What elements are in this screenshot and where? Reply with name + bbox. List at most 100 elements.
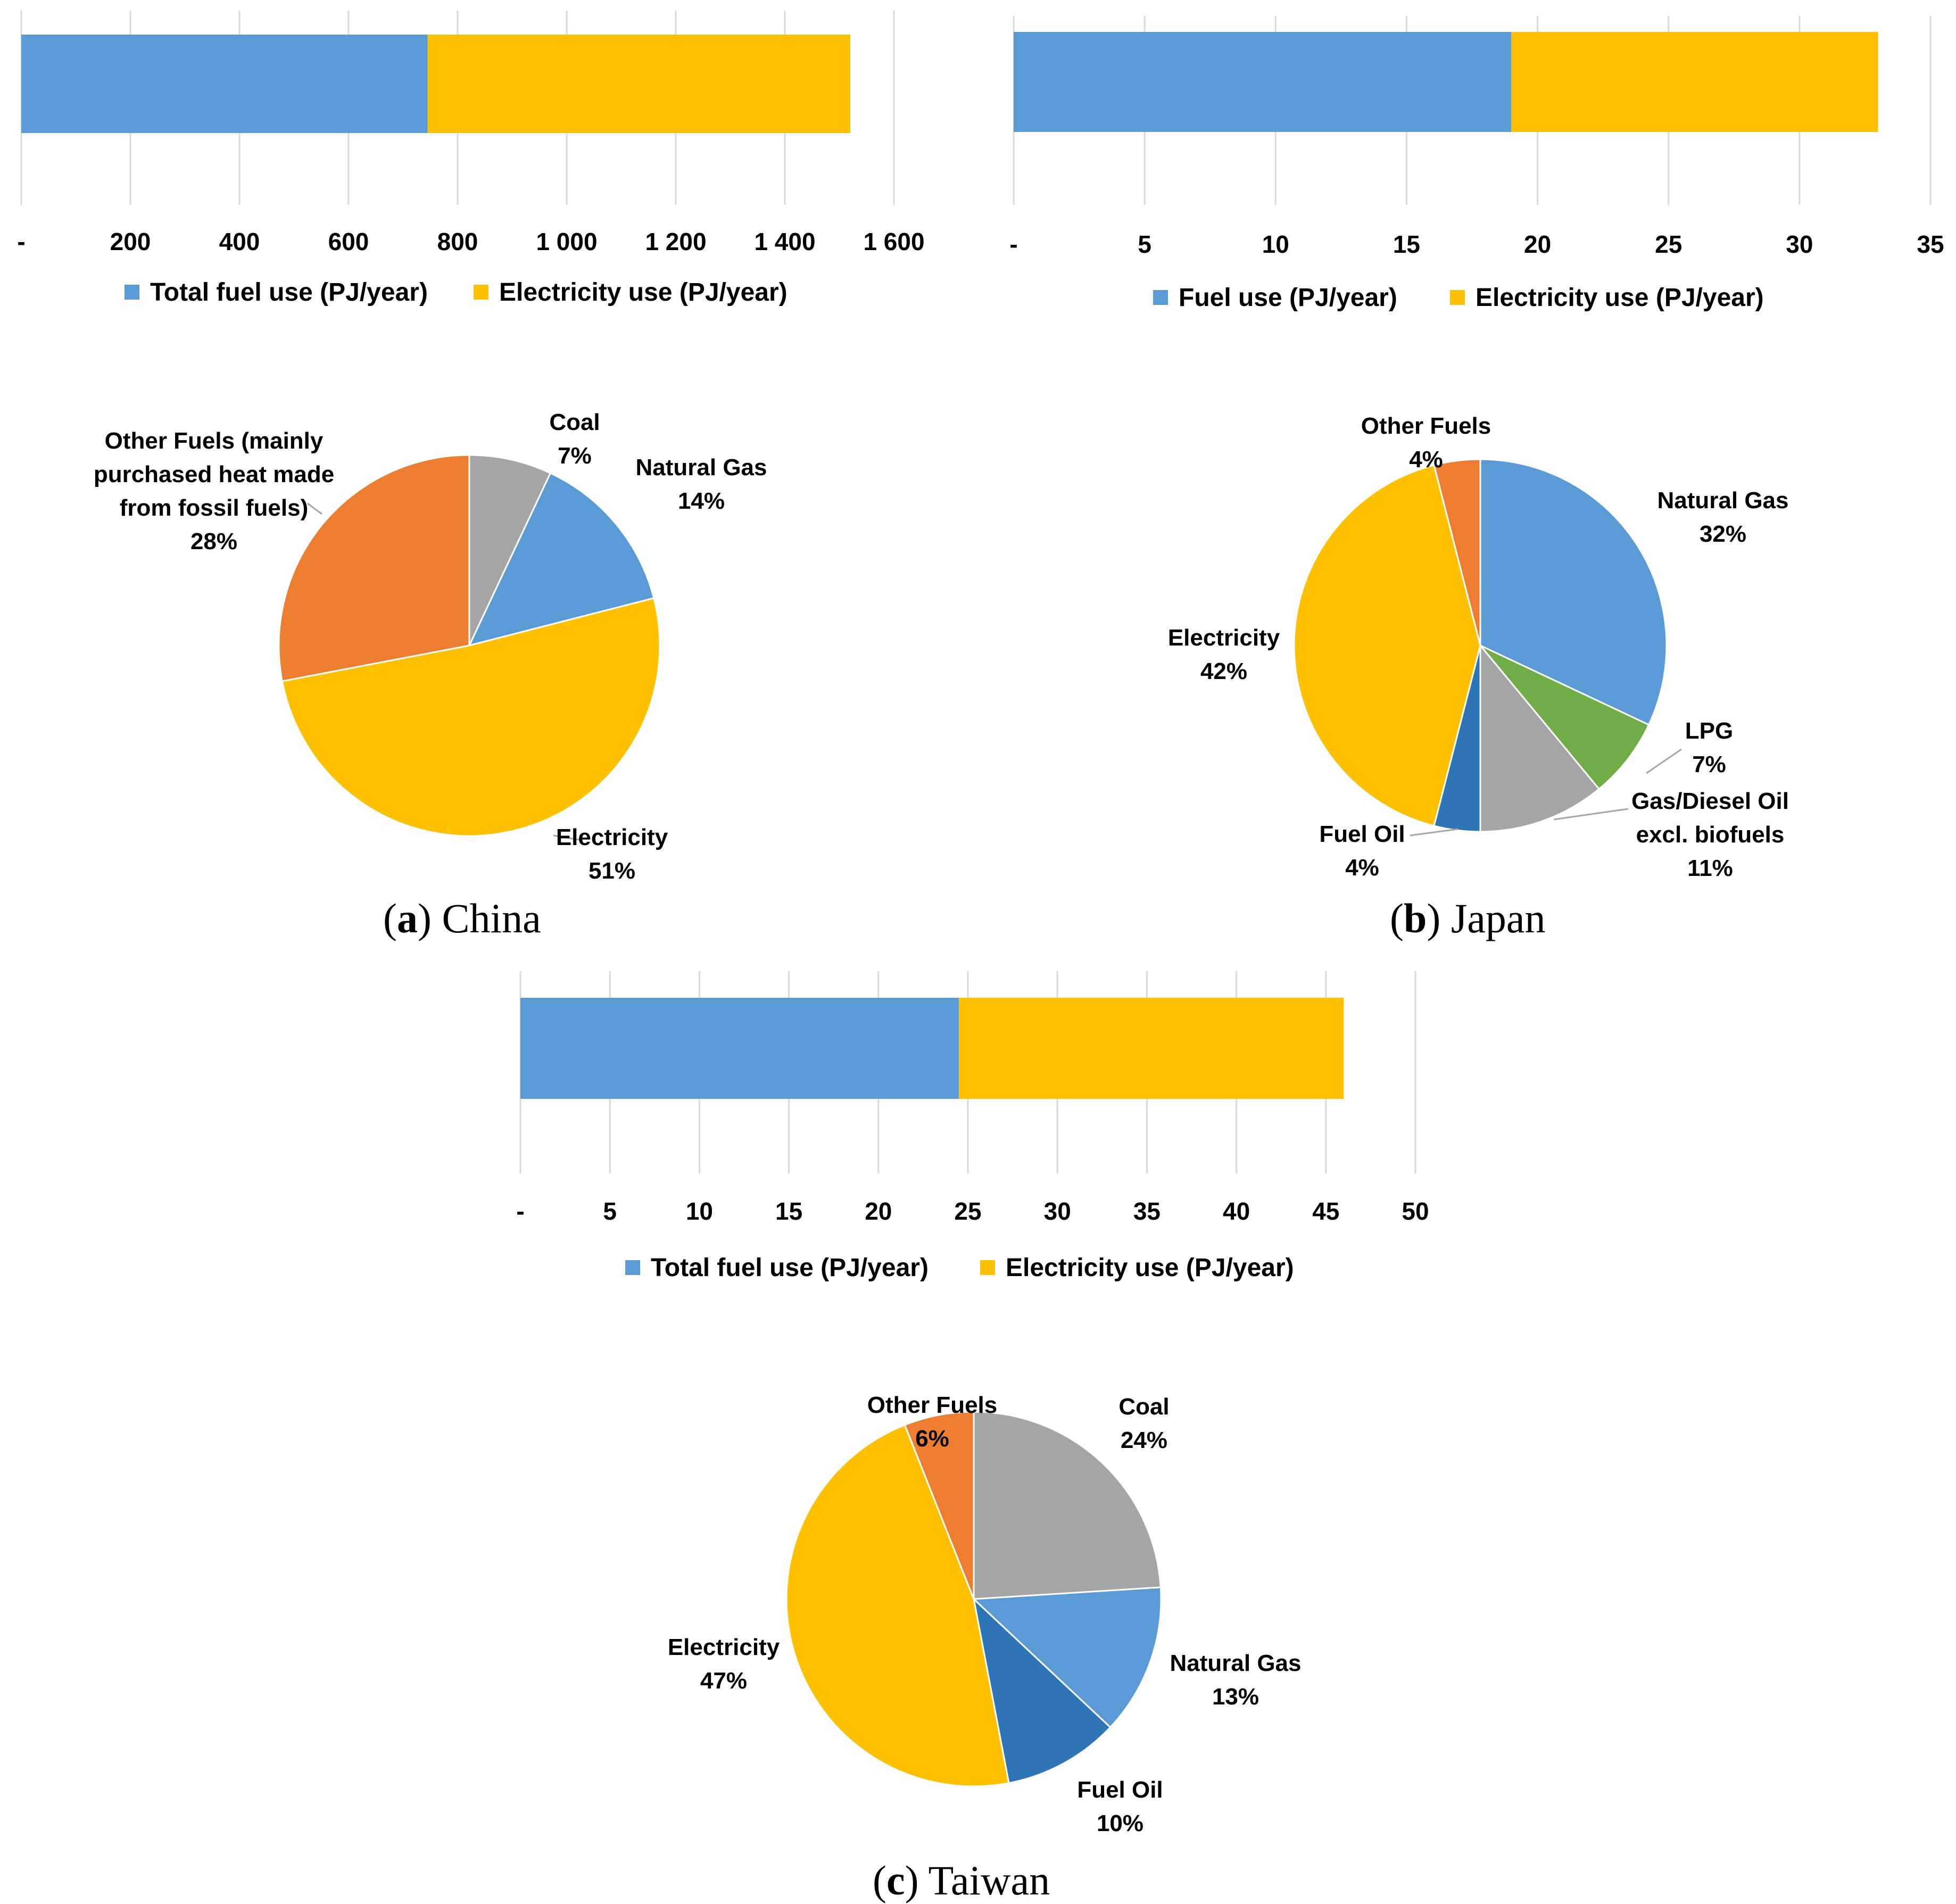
pie-label-line: Other Fuels (867, 1392, 998, 1418)
caption-taiwan-text: Taiwan (919, 1857, 1050, 1903)
pie-label-line: 42% (1200, 658, 1247, 684)
bar-segment-electricity (427, 35, 850, 133)
legend-swatch (1153, 290, 1168, 305)
pie-slice (972, 1586, 1162, 1729)
pie-label-line: LPG (1685, 718, 1733, 744)
bar-chart-taiwan: - 5 10 15 20 25 30 35 40 45 50 Total fuel use (PJ/y… (516, 971, 1429, 1282)
bar-chart-japan: - 5 10 15 20 25 30 35 Fuel use (PJ/year) Electric… (1009, 16, 1944, 312)
pie-label-line: 32% (1700, 521, 1746, 547)
x-tick-label: 10 (686, 1197, 713, 1225)
pie-label-line: 47% (700, 1668, 747, 1694)
pie-label-line: purchased heat made (94, 461, 334, 487)
x-tick-label: 35 (1917, 230, 1944, 258)
x-tick-label: 800 (437, 228, 478, 255)
pie-slice-label: Coal 7% (549, 409, 600, 469)
pie-label-line: from fossil fuels) (120, 495, 309, 521)
leader-line (553, 834, 579, 841)
pie-slice-label: Natural Gas 32% (1657, 487, 1789, 547)
x-tick-label: 50 (1402, 1197, 1429, 1225)
x-tick-label: 1 200 (645, 228, 706, 255)
pie-slice-label: Natural Gas 14% (636, 454, 767, 514)
x-tick-label: - (17, 228, 25, 255)
caption-taiwan: (c) Taiwan (873, 1857, 1050, 1903)
pie-label-line: Natural Gas (1657, 487, 1789, 514)
leader-line (1646, 748, 1682, 774)
pie-label-line: Coal (1118, 1394, 1169, 1420)
bar-segment-fuel (21, 35, 428, 133)
bar-segment-electricity (959, 998, 1344, 1099)
legend-label: Total fuel use (PJ/year) (150, 278, 428, 307)
pie-slice-label: Gas/Diesel Oil excl. biofuels 11% (1631, 788, 1789, 881)
x-tick-label: - (516, 1197, 524, 1225)
pie-label-line: 24% (1121, 1427, 1167, 1453)
caption-japan: (b) Japan (1390, 895, 1545, 941)
pie-label-line: 7% (1692, 751, 1726, 777)
pie-slice (1479, 643, 1601, 833)
pie-slice (972, 1596, 1112, 1784)
pie-label-line: Other Fuels (mainly (105, 428, 324, 454)
pie-label-line: Natural Gas (636, 454, 767, 481)
x-tick-label: 20 (865, 1197, 892, 1225)
bar-segment-fuel (520, 998, 959, 1099)
x-tick-label: 600 (328, 228, 369, 255)
pie-slice-label: LPG 7% (1685, 718, 1733, 777)
pie-slice-label: Fuel Oil 10% (1077, 1777, 1163, 1836)
caption-japan-text: Japan (1440, 895, 1545, 941)
legend-swatch (625, 1260, 640, 1275)
pie-label-line: Other Fuels (1361, 413, 1491, 439)
legend-swatch (125, 285, 139, 300)
pie-label-line: 4% (1409, 446, 1443, 473)
pie-slice (785, 1423, 1010, 1787)
pie-slice-label: Electricity 47% (668, 1634, 780, 1694)
x-tick-label: 1 000 (536, 228, 597, 255)
pie-label-line: Fuel Oil (1077, 1777, 1163, 1803)
legend-swatch (980, 1260, 995, 1275)
legend-label: Electricity use (PJ/year) (1006, 1254, 1294, 1282)
x-tick-label: 1 400 (754, 228, 815, 255)
bar-chart-china: - 200 400 600 800 1 000 1 200 1 400 1 600 Total f… (17, 11, 925, 307)
bar-segment-fuel (1014, 32, 1512, 132)
pie-chart-taiwan: Coal 24% Natural Gas 13% Fuel Oil 10% Electric… (668, 1392, 1302, 1836)
pie-label-line: Electricity (668, 1634, 780, 1660)
pie-chart-japan: Natural Gas 32% LPG 7% Gas/Diesel Oil excl. b… (1168, 413, 1789, 881)
legend-label: Fuel use (PJ/year) (1179, 284, 1397, 312)
pie-slice-label: Coal 24% (1118, 1394, 1169, 1453)
x-tick-label: 15 (775, 1197, 802, 1225)
pie-label-line: 28% (190, 528, 237, 554)
caption-taiwan-letter: c (886, 1857, 905, 1903)
x-tick-label: 40 (1223, 1197, 1250, 1225)
pie-label-line: Gas/Diesel Oil (1631, 788, 1789, 814)
pie-label-line: Coal (549, 409, 600, 435)
pie-slice (904, 1411, 975, 1600)
x-tick-label: 15 (1393, 230, 1420, 258)
pie-label-line: Electricity (1168, 625, 1280, 651)
pie-label-line: Fuel Oil (1319, 821, 1405, 847)
pie-slice (1479, 458, 1668, 726)
x-tick-label: 20 (1524, 230, 1551, 258)
x-tick-label: 200 (110, 228, 151, 255)
pie-slice (278, 454, 470, 682)
pie-label-line: Electricity (556, 824, 668, 850)
x-tick-label: 5 (603, 1197, 617, 1225)
pie-label-line: Natural Gas (1170, 1650, 1302, 1676)
leader-line (307, 502, 322, 515)
caption-japan-letter: b (1404, 895, 1427, 941)
pie-label-line: excl. biofuels (1636, 822, 1785, 848)
pie-label-line: 11% (1687, 855, 1733, 881)
x-tick-label: 1 600 (863, 228, 924, 255)
x-tick-label: 5 (1138, 230, 1151, 258)
pie-slice (973, 1411, 1162, 1600)
legend-label: Total fuel use (PJ/year) (651, 1254, 929, 1282)
x-tick-label: 30 (1044, 1197, 1071, 1225)
pie-slice-label: Electricity 42% (1168, 625, 1280, 684)
caption-china-text: China (432, 895, 541, 941)
pie-slice-label: Electricity 51% (556, 824, 668, 884)
pie-slice-label: Other Fuels 6% (867, 1392, 998, 1452)
pie-slice (1479, 644, 1650, 790)
pie-label-line: 7% (558, 443, 592, 469)
leader-line (1553, 808, 1629, 821)
pie-slice (468, 454, 552, 646)
pie-label-line: 4% (1345, 855, 1379, 881)
legend-label: Electricity use (PJ/year) (499, 278, 788, 307)
pie-label-line: 6% (915, 1426, 949, 1452)
